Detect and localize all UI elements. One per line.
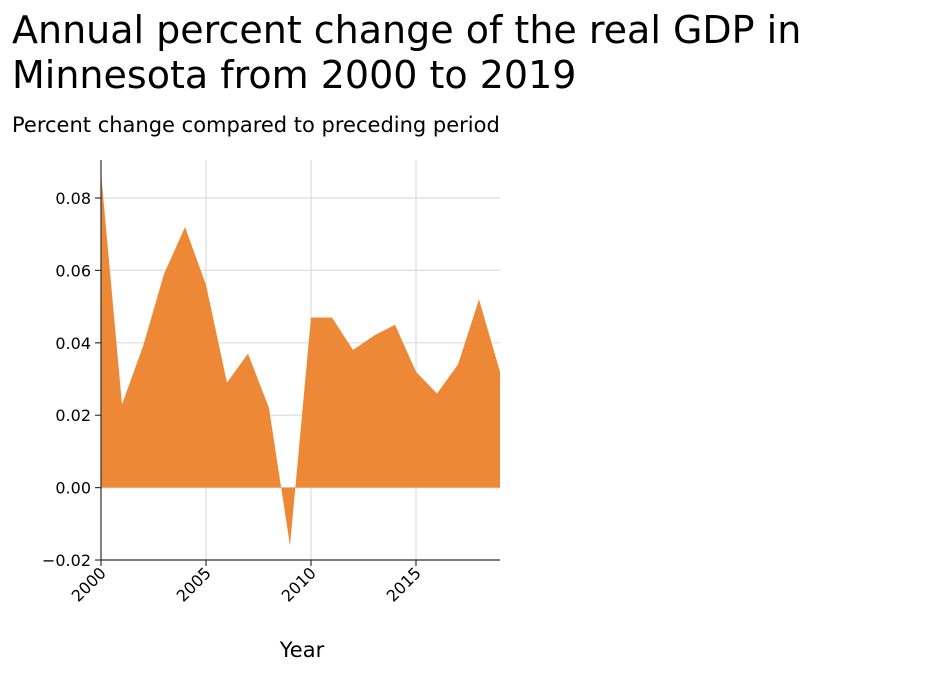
area-series	[101, 172, 500, 546]
x-tick-label-2: 2010	[278, 563, 320, 605]
y-tick-label-5: 0.08	[55, 189, 91, 208]
y-tick-label-4: 0.06	[55, 261, 91, 280]
axes	[95, 160, 500, 566]
y-tick-label-2: 0.02	[55, 406, 91, 425]
chart-title-line-1: Annual percent change of the real GDP in	[12, 8, 802, 52]
y-tick-label-0: −0.02	[42, 551, 91, 570]
y-tick-label-3: 0.04	[55, 334, 91, 353]
y-tick-label-1: 0.00	[55, 479, 91, 498]
x-axis-label: Year	[279, 638, 325, 662]
area-fill	[101, 172, 500, 546]
x-tick-label-3: 2015	[383, 563, 425, 605]
chart-subtitle: Percent change compared to preceding per…	[12, 113, 500, 137]
chart-title-line-2: Minnesota from 2000 to 2019	[12, 53, 577, 97]
x-tick-label-1: 2005	[173, 563, 215, 605]
chart-title: Annual percent change of the real GDP in…	[12, 8, 932, 98]
